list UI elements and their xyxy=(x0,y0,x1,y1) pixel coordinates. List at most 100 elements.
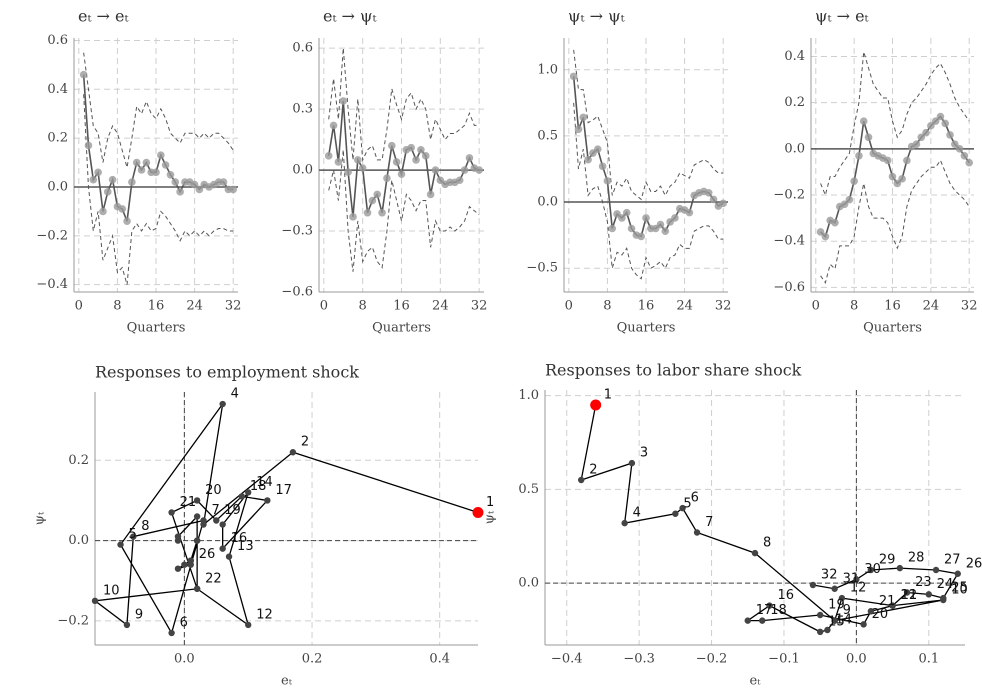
y-tick-label: −0.3 xyxy=(281,224,313,239)
y-tick-label: −0.2 xyxy=(773,188,805,203)
trajectory-point xyxy=(213,517,220,524)
trajectory-point xyxy=(932,566,940,574)
response-point xyxy=(166,170,175,179)
trajectory-point xyxy=(860,621,867,628)
x-tick-label: 32 xyxy=(471,299,488,314)
point-label: 4 xyxy=(231,387,239,402)
point-label: 17 xyxy=(275,483,292,498)
trajectory-point xyxy=(940,594,947,602)
x-tick-label: 0.0 xyxy=(174,652,195,667)
response-point xyxy=(864,133,873,142)
trajectory-point xyxy=(766,602,773,609)
point-label: 7 xyxy=(212,503,220,518)
y-tick-label: −0.2 xyxy=(57,613,89,628)
x-axis-label: Quarters xyxy=(617,321,676,336)
response-point xyxy=(593,145,602,153)
response-point xyxy=(898,175,906,183)
response-point xyxy=(850,177,858,185)
response-point xyxy=(190,180,199,189)
response-point xyxy=(627,224,636,233)
y-tick-label: 1.0 xyxy=(537,62,558,77)
response-point xyxy=(671,214,679,222)
point-label: 19 xyxy=(828,598,845,613)
response-point xyxy=(407,143,416,152)
response-point xyxy=(387,141,396,150)
response-point xyxy=(661,227,670,235)
trajectory-point xyxy=(123,621,131,629)
trajectory-point xyxy=(679,504,686,512)
start-point xyxy=(472,506,484,518)
y-axis-label: ψₜ xyxy=(483,510,498,524)
response-point xyxy=(927,121,935,130)
response-point xyxy=(383,174,391,183)
trajectory-point xyxy=(925,591,932,598)
response-point xyxy=(94,168,102,177)
response-point xyxy=(946,131,954,139)
trajectory-point xyxy=(219,521,226,528)
x-tick-label: 0 xyxy=(565,299,573,314)
y-axis-label: ψₜ xyxy=(33,511,48,525)
chart-title: Responses to labor share shock xyxy=(545,361,802,380)
x-tick-label: 32 xyxy=(225,299,242,314)
response-point xyxy=(108,175,117,184)
response-point xyxy=(84,141,93,150)
point-label: 6 xyxy=(180,615,188,630)
point-label: 3 xyxy=(640,446,648,461)
response-point xyxy=(161,161,170,169)
response-point xyxy=(99,207,107,216)
trajectory-point xyxy=(838,594,846,602)
response-point xyxy=(859,117,868,125)
x-tick-label: 8 xyxy=(850,299,858,314)
y-tick-label: 0.6 xyxy=(292,41,313,56)
response-point xyxy=(324,152,333,160)
point-label: 22 xyxy=(901,588,918,603)
response-point xyxy=(392,158,401,166)
response-point xyxy=(569,72,578,81)
x-axis-label: Quarters xyxy=(127,321,186,336)
trajectory-point xyxy=(289,449,297,456)
response-point xyxy=(334,158,343,166)
point-label: 26 xyxy=(199,547,216,562)
response-point xyxy=(719,199,727,208)
trajectory-point xyxy=(853,576,860,583)
point-label: 5 xyxy=(129,527,137,542)
response-point xyxy=(465,154,474,162)
point-label: 21 xyxy=(180,495,197,510)
point-label: 25 xyxy=(951,581,968,596)
trajectory-point xyxy=(831,585,838,592)
response-point xyxy=(431,166,440,174)
response-point xyxy=(157,151,165,160)
response-point xyxy=(821,232,830,241)
response-point xyxy=(368,196,377,205)
y-tick-label: 0.4 xyxy=(784,49,805,64)
x-tick-label: 16 xyxy=(884,299,901,314)
trajectory-point xyxy=(628,459,636,467)
response-point xyxy=(152,168,160,177)
trajectory-point xyxy=(867,608,875,615)
response-point xyxy=(642,214,650,222)
point-label: 14 xyxy=(256,475,273,490)
y-tick-label: −0.2 xyxy=(36,228,68,243)
trajectory-point xyxy=(954,570,961,577)
trajectory-point xyxy=(889,602,896,609)
x-tick-label: 24 xyxy=(186,299,203,314)
x-tick-label: 8 xyxy=(603,299,611,314)
response-point xyxy=(704,188,713,197)
response-point xyxy=(598,162,607,171)
response-point xyxy=(219,178,228,186)
response-point xyxy=(455,176,464,185)
y-tick-label: 0.6 xyxy=(47,33,68,48)
point-label: 26 xyxy=(966,556,982,571)
point-label: 10 xyxy=(951,583,968,598)
y-tick-label: 0.4 xyxy=(47,82,68,97)
x-tick-label: 0.4 xyxy=(429,652,450,667)
trajectory-point xyxy=(809,581,817,589)
x-tick-label: 8 xyxy=(359,299,367,314)
response-point xyxy=(893,179,902,188)
response-point xyxy=(912,140,921,149)
y-tick-label: 0.0 xyxy=(292,163,313,178)
response-point xyxy=(412,156,420,164)
response-point xyxy=(603,177,612,185)
response-point xyxy=(103,188,112,196)
y-tick-label: −0.4 xyxy=(36,277,68,292)
